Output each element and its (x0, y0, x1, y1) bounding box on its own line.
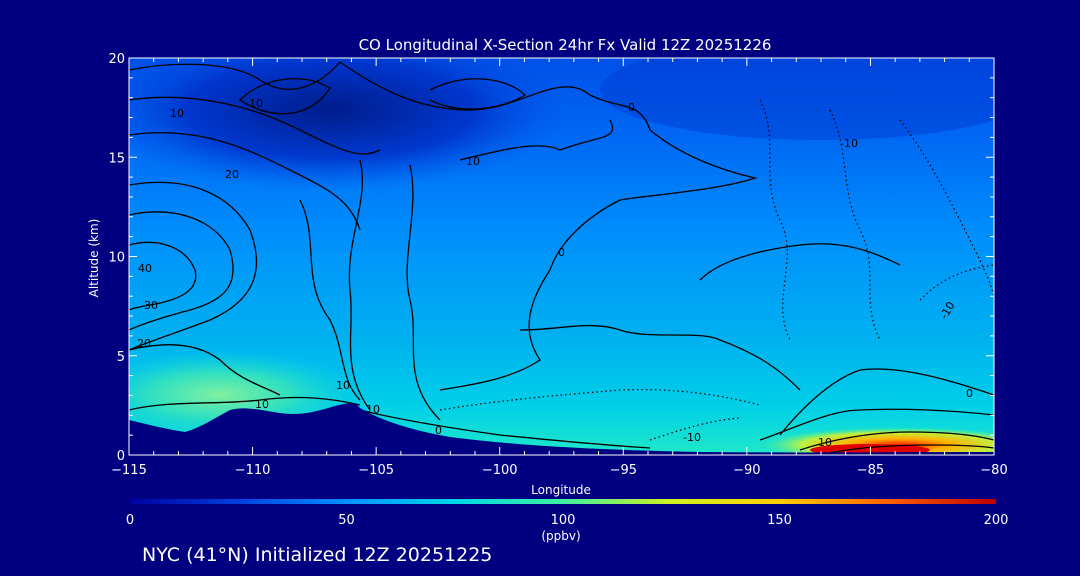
contour-line (779, 368, 994, 436)
contour-label: 20 (137, 337, 151, 350)
y-tick-label: 15 (108, 151, 125, 166)
y-tick-label: 20 (108, 52, 125, 67)
contour-label-group: 10 10 20 30 40 20 10 10 0 10 0 0 -10 -10… (137, 97, 973, 449)
contour-lines (129, 61, 994, 455)
plot-area: 10 10 20 30 40 20 10 10 0 10 0 0 -10 -10… (129, 58, 994, 455)
dotted-contour-line (649, 417, 741, 441)
contour-label: 10 (366, 403, 380, 416)
contour-label: 20 (225, 168, 239, 181)
y-tick-label: 5 (117, 350, 125, 365)
y-axis: 0 5 10 15 20 (108, 52, 994, 464)
contour-line (339, 61, 758, 391)
x-tick-label: −90 (733, 463, 760, 478)
contour-label: 10 (466, 155, 480, 168)
colorbar-unit: (ppbv) (541, 529, 580, 543)
contour-line (129, 61, 341, 90)
contour-line (129, 344, 281, 396)
colorbar-tick-label: 150 (767, 513, 792, 528)
x-tick-label: −80 (980, 463, 1007, 478)
contour-line (759, 408, 994, 441)
colorbar (130, 499, 996, 504)
contour-line (129, 181, 258, 351)
contour-line (299, 199, 361, 401)
dotted-contour-line (899, 119, 994, 301)
contour-label: 10 (170, 107, 184, 120)
contour-label: -10 (840, 137, 858, 150)
contour-label: 10 (255, 398, 269, 411)
y-tick-label: 10 (108, 251, 125, 266)
upper-east-region (600, 58, 994, 140)
contour-line (429, 78, 527, 110)
contour-label: 40 (138, 262, 152, 275)
colorbar-ticks: 0 50 100 150 200 (126, 513, 1009, 528)
dotted-contour-line (759, 99, 791, 341)
colorbar-tick-label: 200 (984, 513, 1009, 528)
contour-line (129, 132, 361, 231)
dotted-contour-lines (439, 99, 994, 441)
terrain-mask (129, 403, 994, 455)
x-tick-label: −115 (111, 463, 147, 478)
contour-label: 10 (818, 436, 832, 449)
y-axis-label: Altitude (km) (87, 219, 101, 298)
caption: NYC (41°N) Initialized 12Z 20251225 (142, 544, 492, 566)
dotted-contour-line (439, 389, 761, 411)
contour-label: 0 (558, 246, 565, 259)
colorbar-tick-label: 100 (551, 513, 576, 528)
contour-line (129, 211, 234, 331)
contour-line (238, 77, 331, 115)
contour-line (459, 119, 614, 161)
contour-line (519, 324, 801, 391)
x-tick-label: −95 (610, 463, 637, 478)
contour-line (699, 243, 901, 281)
high-altitude-low-region (129, 58, 570, 190)
contour-line (129, 241, 197, 311)
contour-line (799, 431, 994, 451)
contour-label: -10 (683, 431, 701, 444)
x-tick-label: −105 (358, 463, 394, 478)
x-tick-label: −85 (857, 463, 884, 478)
x-axis: −115 −110 −105 −100 −95 −90 −85 −80 (111, 58, 1008, 478)
contour-line (129, 96, 381, 155)
x-tick-label: −100 (482, 463, 518, 478)
contour-label: 0 (435, 424, 442, 437)
contour-line (129, 396, 361, 411)
x-axis-label: Longitude (531, 483, 591, 497)
contour-line (359, 409, 651, 449)
colorbar-tick-label: 50 (338, 513, 355, 528)
contour-label: 10 (336, 379, 350, 392)
contour-label: 0 (966, 387, 973, 400)
contour-line (348, 159, 371, 411)
colorbar-tick-label: 0 (126, 513, 134, 528)
x-tick-label: −110 (235, 463, 271, 478)
contour-label: 10 (249, 97, 263, 110)
chart-title: CO Longitudinal X-Section 24hr Fx Valid … (359, 36, 772, 54)
contour-label: 30 (144, 299, 158, 312)
contour-line (819, 444, 994, 455)
contour-label: 0 (628, 101, 635, 114)
y-tick-label: 0 (117, 449, 125, 464)
contour-line (406, 164, 441, 421)
